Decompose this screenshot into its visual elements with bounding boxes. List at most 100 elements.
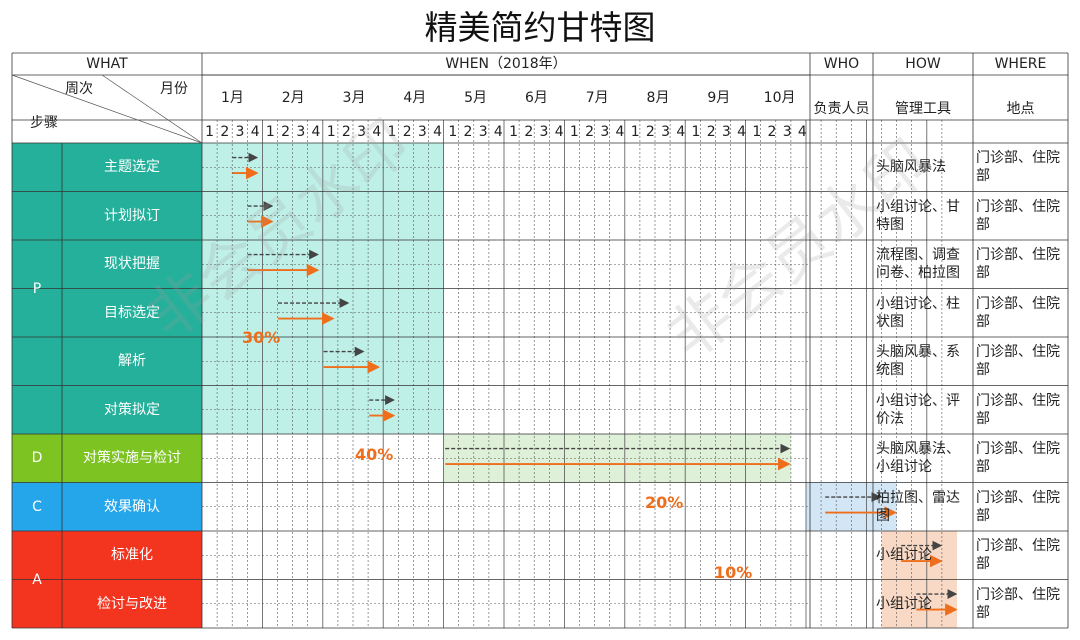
week-label: 4 [615, 123, 625, 140]
week-label: 4 [493, 123, 503, 140]
week-label: 1 [326, 123, 336, 140]
task-location: 门诊部、住院部 [976, 150, 1060, 185]
month-label: 2月 [281, 89, 305, 106]
month-label: 7月 [585, 89, 609, 106]
week-label: 3 [357, 123, 367, 140]
week-label: 3 [539, 123, 549, 140]
task-tool: 小组讨论、柱状图 [876, 295, 960, 330]
week-label: 2 [706, 123, 716, 140]
phase-percentage: 10% [714, 563, 753, 582]
corner-diagonal [101, 74, 203, 144]
phase-label: P [32, 280, 42, 297]
phase-block [12, 434, 202, 483]
page-title: 精美简约甘特图 [424, 8, 656, 47]
week-label: 2 [524, 123, 534, 140]
phase-shading [443, 434, 791, 483]
when-header: WHEN（2018年） [445, 56, 567, 72]
month-label: 10月 [763, 89, 796, 106]
week-label: 1 [569, 123, 579, 140]
phase-shading [806, 482, 897, 531]
week-label: 1 [630, 123, 640, 140]
task-location: 门诊部、住院部 [976, 538, 1060, 573]
week-label: 4 [250, 123, 260, 140]
week-label: 2 [341, 123, 351, 140]
week-label: 4 [676, 123, 686, 140]
how-header: HOW [905, 56, 941, 72]
week-label: 1 [752, 123, 762, 140]
week-label: 3 [417, 123, 427, 140]
week-label: 2 [463, 123, 473, 140]
task-location: 门诊部、住院部 [976, 489, 1060, 524]
week-label: 1 [691, 123, 701, 140]
phase-percentage: 40% [355, 445, 394, 464]
task-tool: 小组讨论 [876, 547, 932, 564]
week-label: 3 [721, 123, 731, 140]
week-label: 3 [296, 123, 306, 140]
week-label: 1 [448, 123, 458, 140]
week-label: 3 [661, 123, 671, 140]
task-name: 现状把握 [104, 256, 160, 273]
week-label: 4 [797, 123, 807, 140]
phase-percentage: 20% [645, 493, 684, 512]
task-tool: 头脑风暴法 [876, 159, 946, 176]
week-label: 1 [509, 123, 519, 140]
month-label: 8月 [646, 89, 670, 106]
where-header: WHERE [994, 56, 1047, 72]
task-name: 主题选定 [104, 159, 160, 176]
month-label: 1月 [220, 89, 244, 106]
task-location: 门诊部、住院部 [976, 392, 1060, 427]
week-label: 2 [767, 123, 777, 140]
task-tool: 小组讨论、甘特图 [876, 198, 960, 233]
month-label: 6月 [524, 89, 548, 106]
task-name: 检讨与改进 [97, 595, 167, 612]
task-tool: 头脑风暴法、小组讨论 [876, 441, 960, 476]
task-location: 门诊部、住院部 [976, 586, 1060, 621]
week-label: 4 [311, 123, 321, 140]
task-location: 门诊部、住院部 [976, 198, 1060, 233]
who-header: WHO [823, 56, 860, 72]
task-tool: 头脑风暴、系统图 [876, 344, 960, 379]
how-sub-header: 管理工具 [895, 101, 951, 117]
phase-label: C [32, 498, 42, 515]
phase-label: D [31, 450, 43, 467]
where-sub-header: 地点 [1006, 101, 1035, 117]
task-name: 目标选定 [104, 304, 160, 321]
week-label: 2 [645, 123, 655, 140]
phase-percentage: 30% [242, 328, 281, 347]
who-sub-header: 负责人员 [813, 101, 870, 117]
week-label: 2 [281, 123, 291, 140]
task-tool: 流程图、调查问卷、柏拉图 [876, 247, 960, 282]
week-label: 1 [387, 123, 397, 140]
task-location: 门诊部、住院部 [976, 344, 1060, 379]
week-label: 2 [585, 123, 595, 140]
week-label: 4 [554, 123, 564, 140]
month-label: 9月 [707, 89, 731, 106]
phase-label: A [32, 571, 42, 588]
week-label: 3 [782, 123, 792, 140]
week-label: 3 [235, 123, 245, 140]
task-name: 对策实施与检讨 [83, 450, 181, 467]
week-label: 3 [478, 123, 488, 140]
task-location: 门诊部、住院部 [976, 441, 1060, 476]
week-label: 4 [433, 123, 443, 140]
what-header: WHAT [86, 56, 128, 72]
corner-diagonal [11, 74, 203, 144]
week-label: 2 [220, 123, 230, 140]
task-tool: 柏拉图、雷达图 [876, 489, 960, 524]
task-name: 计划拟订 [104, 207, 160, 224]
task-location: 门诊部、住院部 [976, 295, 1060, 330]
task-name: 解析 [118, 353, 146, 370]
week-label: 4 [737, 123, 747, 140]
month-label: 5月 [464, 89, 488, 106]
phase-block [12, 482, 202, 531]
corner-week: 周次 [65, 81, 93, 97]
week-label: 1 [265, 123, 275, 140]
task-name: 对策拟定 [104, 401, 160, 418]
task-name: 效果确认 [104, 498, 160, 515]
task-tool: 小组讨论 [876, 595, 932, 612]
week-label: 3 [600, 123, 610, 140]
week-label: 1 [205, 123, 215, 140]
month-label: 4月 [403, 89, 427, 106]
task-location: 门诊部、住院部 [976, 247, 1060, 282]
